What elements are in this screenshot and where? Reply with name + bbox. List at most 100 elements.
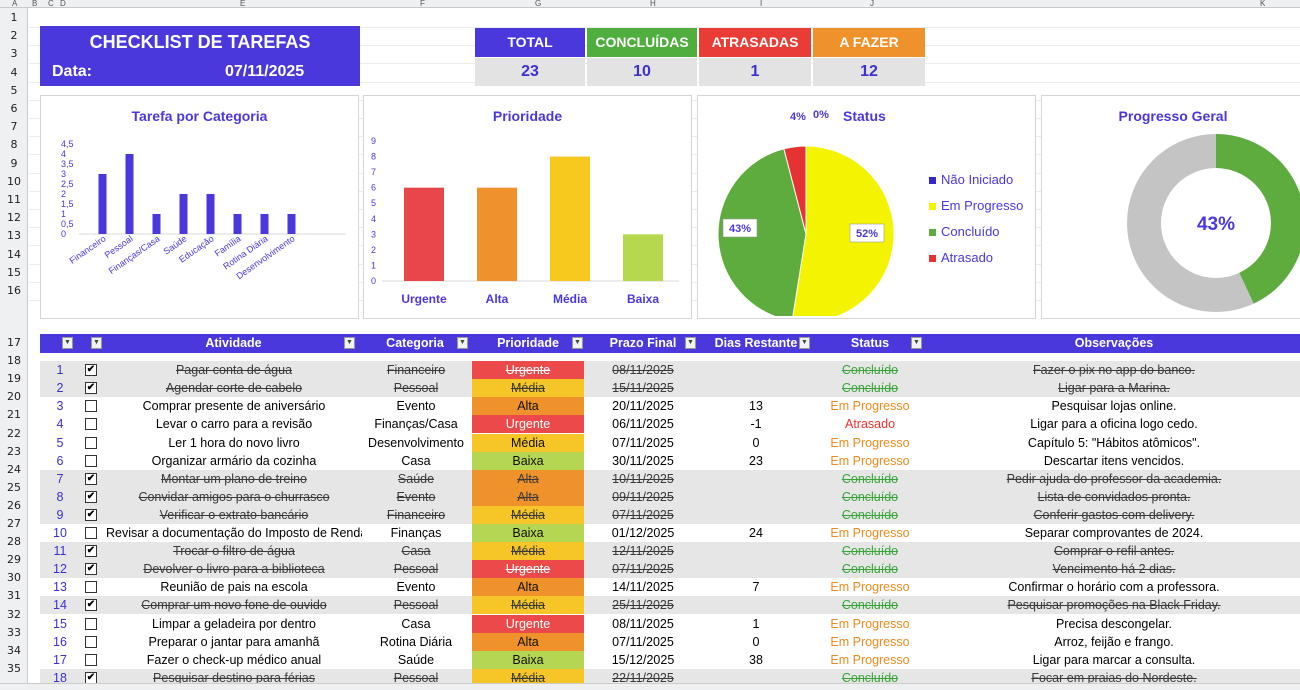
cell-priority[interactable]: Alta (472, 397, 584, 416)
cell-priority[interactable]: Baixa (472, 451, 584, 470)
cell-status[interactable]: Em Progresso (830, 435, 910, 450)
cell-days[interactable]: 24 (749, 526, 763, 540)
cell-status[interactable]: Concluído (841, 670, 899, 685)
cell-status[interactable]: Em Progresso (830, 652, 910, 667)
filter-dropdown-n[interactable]: ▼ (62, 337, 73, 349)
cell-days[interactable] (700, 560, 812, 578)
cell-deadline[interactable]: 10/11/2025 (612, 471, 674, 486)
cell-status[interactable]: Concluído (841, 363, 899, 378)
cell-notes[interactable]: Ligar para a oficina logo cedo. (1030, 417, 1198, 432)
cell-activity[interactable]: Trocar o filtro de água (173, 544, 295, 559)
filter-dropdown-prioridade[interactable]: ▼ (572, 337, 583, 349)
cell-deadline[interactable]: 07/11/2025 (612, 634, 674, 649)
cell-days[interactable] (700, 361, 812, 379)
filter-dropdown-categoria[interactable]: ▼ (457, 337, 468, 349)
cell-notes[interactable]: Descartar itens vencidos. (1043, 453, 1185, 468)
cell-priority[interactable]: Média (472, 596, 584, 615)
task-checkbox[interactable]: ✔ (85, 472, 97, 485)
row-number[interactable]: 10 (7, 174, 21, 188)
chart-status-panel[interactable]: Status 4% 0% 52% 43% Não Iniciado Em Progress… (697, 95, 1036, 319)
cell-status[interactable]: Concluído (841, 381, 899, 396)
cell-category[interactable]: Saúde (397, 652, 435, 667)
row-number[interactable]: 24 (7, 462, 21, 476)
row-number[interactable]: 22 (7, 426, 21, 440)
cell-days[interactable] (700, 470, 812, 488)
row-number[interactable]: 32 (7, 607, 21, 621)
table-row[interactable]: 1 Pagar conta de água Financeiro Urgente 08/… (40, 361, 1300, 380)
cell-activity[interactable]: Verificar o extrato bancário (159, 507, 309, 522)
cell-deadline[interactable]: 30/11/2025 (612, 453, 674, 468)
task-checkbox[interactable]: ✔ (85, 545, 97, 558)
table-row[interactable]: 12 Devolver o livro para a biblioteca Pess… (40, 560, 1300, 579)
cell-deadline[interactable]: 15/12/2025 (611, 652, 675, 667)
row-number[interactable]: 11 (7, 193, 21, 206)
filter-dropdown-dias[interactable]: ▼ (799, 337, 810, 349)
table-row[interactable]: 17 Fazer o check-up médico anual Saúde Baix… (40, 650, 1300, 669)
cell-activity[interactable]: Fazer o check-up médico anual (146, 652, 322, 667)
row-number[interactable]: 33 (7, 625, 21, 639)
task-checkbox[interactable]: ✔ (85, 382, 97, 395)
cell-activity[interactable]: Comprar um novo fone de ouvido (141, 598, 327, 613)
cell-priority[interactable]: Média (472, 379, 584, 398)
task-checkbox[interactable] (85, 400, 97, 413)
cell-status[interactable]: Em Progresso (830, 634, 910, 649)
cell-days[interactable] (700, 379, 812, 397)
task-checkbox[interactable]: ✔ (85, 563, 97, 576)
cell-priority[interactable]: Urgente (472, 415, 584, 434)
row-number[interactable]: 29 (7, 553, 21, 567)
column-letter[interactable]: I (760, 0, 763, 8)
column-letter[interactable]: D (60, 0, 66, 8)
table-row[interactable]: 8 Convidar amigos para o churrasco Evento A… (40, 487, 1300, 506)
cell-notes[interactable]: Pesquisar promoções na Black Friday. (1007, 598, 1221, 613)
cell-deadline[interactable]: 07/11/2025 (612, 507, 674, 522)
cell-days[interactable] (700, 596, 812, 614)
cell-category[interactable]: Rotina Diária (379, 634, 453, 649)
cell-activity[interactable]: Levar o carro para a revisão (155, 417, 313, 432)
table-row[interactable]: 11 Trocar o filtro de água Casa Média 12/11/… (40, 542, 1300, 561)
table-row[interactable]: 10 Revisar a documentação do Imposto de R… (40, 524, 1300, 542)
cell-status[interactable]: Concluído (841, 471, 899, 486)
cell-priority[interactable]: Média (472, 542, 584, 561)
column-letter[interactable]: A (12, 0, 18, 8)
cell-priority[interactable]: Baixa (472, 524, 584, 542)
cell-deadline[interactable]: 12/11/2025 (612, 544, 674, 559)
column-letter[interactable]: G (535, 0, 542, 8)
cell-priority[interactable]: Urgente (472, 361, 584, 380)
task-checkbox[interactable]: ✔ (85, 490, 97, 503)
table-row[interactable]: 9 Verificar o extrato bancário Financeiro M… (40, 505, 1300, 524)
cell-deadline[interactable]: 06/11/2025 (612, 417, 674, 432)
row-number[interactable]: 12 (7, 211, 21, 225)
cell-notes[interactable]: Conferir gastos com delivery. (1033, 507, 1195, 522)
cell-activity[interactable]: Agendar corte de cabelo (165, 381, 303, 396)
table-row[interactable]: 5 Ler 1 hora do novo livro Desenvolvimento… (40, 433, 1300, 452)
row-number[interactable]: 28 (7, 535, 21, 549)
cell-category[interactable]: Casa (401, 453, 431, 468)
cell-activity[interactable]: Convidar amigos para o churrasco (138, 489, 330, 504)
row-number[interactable]: 25 (7, 480, 21, 494)
column-letter[interactable]: H (650, 0, 656, 8)
cell-notes[interactable]: Focar em praias do Nordeste. (1031, 670, 1197, 685)
cell-deadline[interactable]: 15/11/2025 (612, 381, 674, 396)
filter-dropdown-check[interactable]: ▼ (91, 337, 102, 349)
cell-status[interactable]: Concluído (841, 562, 899, 577)
cell-status[interactable]: Em Progresso (830, 526, 910, 540)
cell-notes[interactable]: Lista de convidados pronta. (1037, 489, 1191, 504)
cell-priority[interactable]: Alta (472, 578, 584, 597)
row-number[interactable]: 4 (10, 65, 18, 79)
cell-days[interactable]: -1 (750, 417, 762, 432)
cell-activity[interactable]: Limpar a geladeira por dentro (152, 616, 316, 631)
chart-progress-panel[interactable]: Progresso Geral 43% (1041, 95, 1300, 319)
cell-activity[interactable]: Ler 1 hora do novo livro (168, 435, 300, 450)
table-row[interactable]: 16 Preparar o jantar para amanhã Rotina Di… (40, 632, 1300, 651)
date-value[interactable]: 07/11/2025 (225, 63, 305, 80)
cell-category[interactable]: Financeiro (386, 507, 446, 522)
cell-notes[interactable]: Fazer o pix no app do banco. (1033, 363, 1195, 378)
table-row[interactable]: 7 Montar um plano de treino Saúde Alta 10/11… (40, 469, 1300, 488)
cell-days[interactable]: 23 (749, 453, 763, 468)
row-number[interactable]: 7 (10, 120, 18, 134)
row-number[interactable]: 18 (7, 354, 21, 368)
cell-priority[interactable]: Média (472, 505, 584, 524)
cell-category[interactable]: Desenvolvimento (368, 435, 464, 450)
cell-priority[interactable]: Média (472, 668, 584, 687)
cell-notes[interactable]: Ligar para marcar a consulta. (1032, 652, 1196, 667)
